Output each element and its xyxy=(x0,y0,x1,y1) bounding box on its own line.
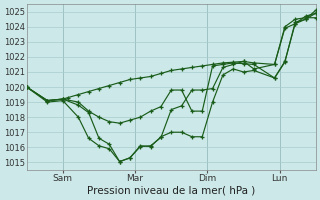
X-axis label: Pression niveau de la mer( hPa ): Pression niveau de la mer( hPa ) xyxy=(87,186,255,196)
